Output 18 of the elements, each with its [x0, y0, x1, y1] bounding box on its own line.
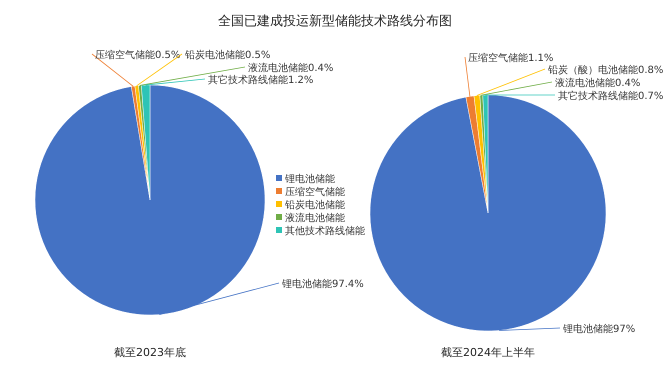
data-label: 铅炭（酸）电池储能0.8% [547, 64, 664, 76]
legend-label: 液流电池储能 [285, 212, 345, 224]
text: 截至2024年上半年 [441, 346, 535, 359]
legend-label: 其他技术路线储能 [285, 225, 365, 237]
chart-title: 全国已建成投运新型储能技术路线分布图 [218, 14, 452, 29]
text: 截至2023年底 [114, 346, 186, 359]
data-label: 液流电池储能0.4% [555, 77, 640, 89]
data-label: 压缩空气储能1.1% [468, 52, 554, 64]
data-label: 压缩空气储能0.5% [95, 49, 180, 61]
data-label: 锂电池储能97.4% [281, 278, 364, 290]
data-label: 铅炭电池储能0.5% [184, 49, 270, 61]
legend-label: 铅炭电池储能 [284, 199, 345, 211]
data-label: 锂电池储能97% [562, 323, 636, 335]
data-label: 液流电池储能0.4% [248, 62, 334, 74]
legend-label: 压缩空气储能 [285, 186, 345, 198]
data-label: 其它技术路线储能0.7% [558, 90, 664, 102]
legend-label: 锂电池储能 [284, 173, 335, 185]
data-label: 其它技术路线储能1.2% [208, 74, 314, 86]
